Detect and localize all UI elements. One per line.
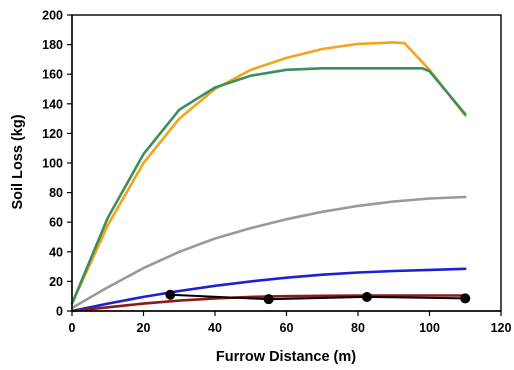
y-tick-label: 40 <box>49 245 63 259</box>
y-tick-label: 100 <box>42 157 63 171</box>
x-tick-label: 60 <box>280 321 294 335</box>
y-tick-label: 180 <box>42 38 63 52</box>
series-2-line <box>70 195 467 310</box>
ticks-layer: 0 20 40 60 80 100 120 0 20 40 60 80 100 120 140 160 180 2… <box>42 9 511 336</box>
y-tick-label: 0 <box>56 305 63 319</box>
y-tick-label: 140 <box>42 97 63 111</box>
series-0-line <box>70 41 467 305</box>
series-5-point-0 <box>165 289 176 300</box>
series-5-line <box>169 293 467 301</box>
x-tick-label: 20 <box>137 321 151 335</box>
x-tick-label: 120 <box>491 321 512 335</box>
y-tick-label: 80 <box>49 186 63 200</box>
plot-area <box>71 14 502 312</box>
x-axis-title: Furrow Distance (m) <box>216 349 356 365</box>
y-tick-label: 60 <box>49 216 63 230</box>
x-tick-label: 100 <box>419 321 440 335</box>
x-tick-label: 40 <box>208 321 222 335</box>
series-5-point-1 <box>263 294 274 305</box>
y-tick-label: 160 <box>42 68 63 82</box>
y-tick-label: 200 <box>42 9 63 23</box>
x-tick-label: 80 <box>351 321 365 335</box>
series-5-point-3 <box>460 293 471 304</box>
series-5-point-2 <box>361 291 372 302</box>
series-1-line <box>70 67 467 305</box>
series-layer <box>70 41 471 313</box>
series-3-line <box>70 267 467 313</box>
plot-frame <box>71 14 502 312</box>
x-tick-label: 0 <box>69 321 76 335</box>
y-tick-label: 20 <box>49 275 63 289</box>
y-tick-label: 120 <box>42 127 63 141</box>
y-axis-title: Soil Loss (kg) <box>10 114 26 209</box>
